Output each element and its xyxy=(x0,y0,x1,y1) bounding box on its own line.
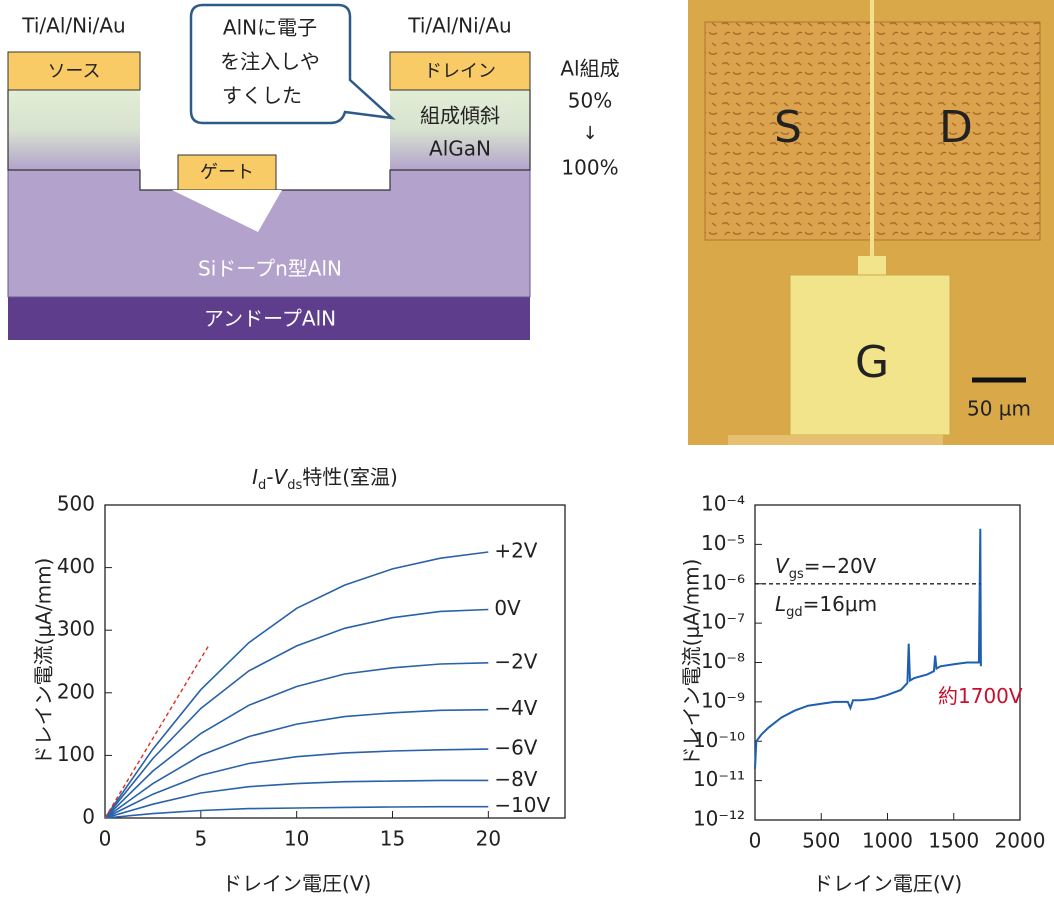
y-tick-label: 200 xyxy=(57,679,95,703)
x-tick-label: 20 xyxy=(476,827,501,851)
composition-label: 100% xyxy=(561,156,618,180)
text-part: ds xyxy=(287,478,302,493)
text-part: I xyxy=(252,465,258,489)
text-part: d xyxy=(258,478,266,493)
drain-pad xyxy=(389,51,531,91)
undoped-layer xyxy=(8,297,530,340)
series-label: −8V xyxy=(494,767,537,791)
x-axis-label: ドレイン電圧(V) xyxy=(222,872,371,896)
drain-label: ドレイン xyxy=(424,61,496,82)
y-tick-label: 10⁻⁴ xyxy=(701,492,745,516)
y-tick-label: 0 xyxy=(82,805,95,829)
plot-frame xyxy=(104,504,566,819)
x-tick-label: 500 xyxy=(802,829,840,853)
callout-text: すくした xyxy=(222,84,302,108)
gate-pad xyxy=(177,154,277,191)
layer-label: AlGaN xyxy=(429,137,491,161)
series-line xyxy=(104,662,489,819)
source-pad xyxy=(7,51,141,91)
y-tick-label: 100 xyxy=(57,742,95,766)
x-tick-label: 1500 xyxy=(928,829,979,853)
text-part: - xyxy=(266,465,273,489)
rich-text: Id-Vds特性(室温) xyxy=(252,465,398,494)
scale-label: 50 µm xyxy=(967,397,1031,421)
y-axis-label: ドレイン電流(μA/mm) xyxy=(32,558,56,766)
y-axis-label: ドレイン電流(μA/mm) xyxy=(680,559,704,767)
gate-neck xyxy=(858,256,886,278)
y-tick-label: 10⁻¹⁰ xyxy=(693,728,745,752)
composition-label: Al組成 xyxy=(560,57,619,81)
callout xyxy=(189,3,396,125)
y-tick-label: 10⁻⁹ xyxy=(701,688,745,712)
reference-line xyxy=(104,645,210,819)
composition-label: 50% xyxy=(568,89,612,113)
series-line xyxy=(104,748,489,819)
source-label: S xyxy=(774,102,802,153)
layer-label: Siドープn型AlN xyxy=(198,257,342,281)
text-part: V xyxy=(274,465,289,489)
gate-pad xyxy=(789,274,951,436)
rich-text: 約1700V xyxy=(938,684,1023,708)
layer-label: アンドープAlN xyxy=(204,307,336,331)
y-tick-label: 10⁻¹¹ xyxy=(693,767,745,791)
series-line xyxy=(104,708,489,819)
callout-text: AlNに電子 xyxy=(223,16,317,40)
series-label: −4V xyxy=(494,696,537,720)
rich-text: Lgd=16μm xyxy=(775,592,877,621)
text-part: V xyxy=(775,554,790,578)
y-tick-label: 10⁻⁸ xyxy=(701,649,745,673)
series-label: +2V xyxy=(494,538,537,562)
graded-layer xyxy=(390,90,530,170)
x-tick-label: 2000 xyxy=(995,829,1046,853)
series-label: −6V xyxy=(494,736,537,760)
x-tick-label: 1000 xyxy=(862,829,913,853)
graded-layer xyxy=(8,90,140,170)
rich-text: Vgs=−20V xyxy=(775,554,877,583)
y-tick-label: 500 xyxy=(57,492,95,516)
metal-label: Ti/Al/Ni/Au xyxy=(407,14,512,38)
bottom-pad xyxy=(728,435,943,445)
series-line xyxy=(104,779,489,819)
y-tick-label: 10⁻¹² xyxy=(693,807,745,831)
series-line xyxy=(754,528,982,769)
x-tick-label: 15 xyxy=(380,827,405,851)
text-part: =−20V xyxy=(804,554,877,578)
cross-section: Ti/Al/Ni/Au ソース Ti/Al/Ni/Au ドレイン ゲート 組成傾… xyxy=(7,3,620,340)
x-tick-label: 0 xyxy=(749,829,762,853)
gate-label: ゲート xyxy=(200,162,254,183)
x-tick-label: 0 xyxy=(99,827,112,851)
metal-label: Ti/Al/Ni/Au xyxy=(21,14,126,38)
y-tick-label: 10⁻⁵ xyxy=(701,531,745,555)
y-tick-label: 300 xyxy=(57,617,95,641)
x-tick-label: 10 xyxy=(284,827,309,851)
source-label: ソース xyxy=(47,61,100,82)
series-line xyxy=(104,805,489,819)
text-part: L xyxy=(775,592,786,616)
series-line xyxy=(104,608,489,819)
series-line xyxy=(104,551,489,819)
micrograph: S D G 50 µm xyxy=(688,0,1054,445)
drain-label: D xyxy=(939,102,973,153)
text-part: gd xyxy=(786,605,803,620)
text-part: 約1700V xyxy=(938,684,1023,708)
x-tick-label: 5 xyxy=(194,827,207,851)
callout-text: を注入しや xyxy=(220,50,320,74)
composition-label: ↓ xyxy=(582,123,597,144)
y-tick-label: 400 xyxy=(57,554,95,578)
gate-label: G xyxy=(855,337,889,388)
text-part: 特性(室温) xyxy=(302,465,398,489)
series-label: −10V xyxy=(494,793,550,817)
y-tick-label: 10⁻⁷ xyxy=(701,610,745,634)
series-label: 0V xyxy=(494,596,521,620)
text-part: gs xyxy=(789,567,804,582)
depletion xyxy=(172,190,282,232)
series-label: −2V xyxy=(494,649,537,673)
text-part: =16μm xyxy=(803,592,877,616)
layer-label: 組成傾斜 xyxy=(420,104,500,128)
y-tick-label: 10⁻⁶ xyxy=(701,570,745,594)
x-axis-label: ドレイン電圧(V) xyxy=(813,872,962,896)
